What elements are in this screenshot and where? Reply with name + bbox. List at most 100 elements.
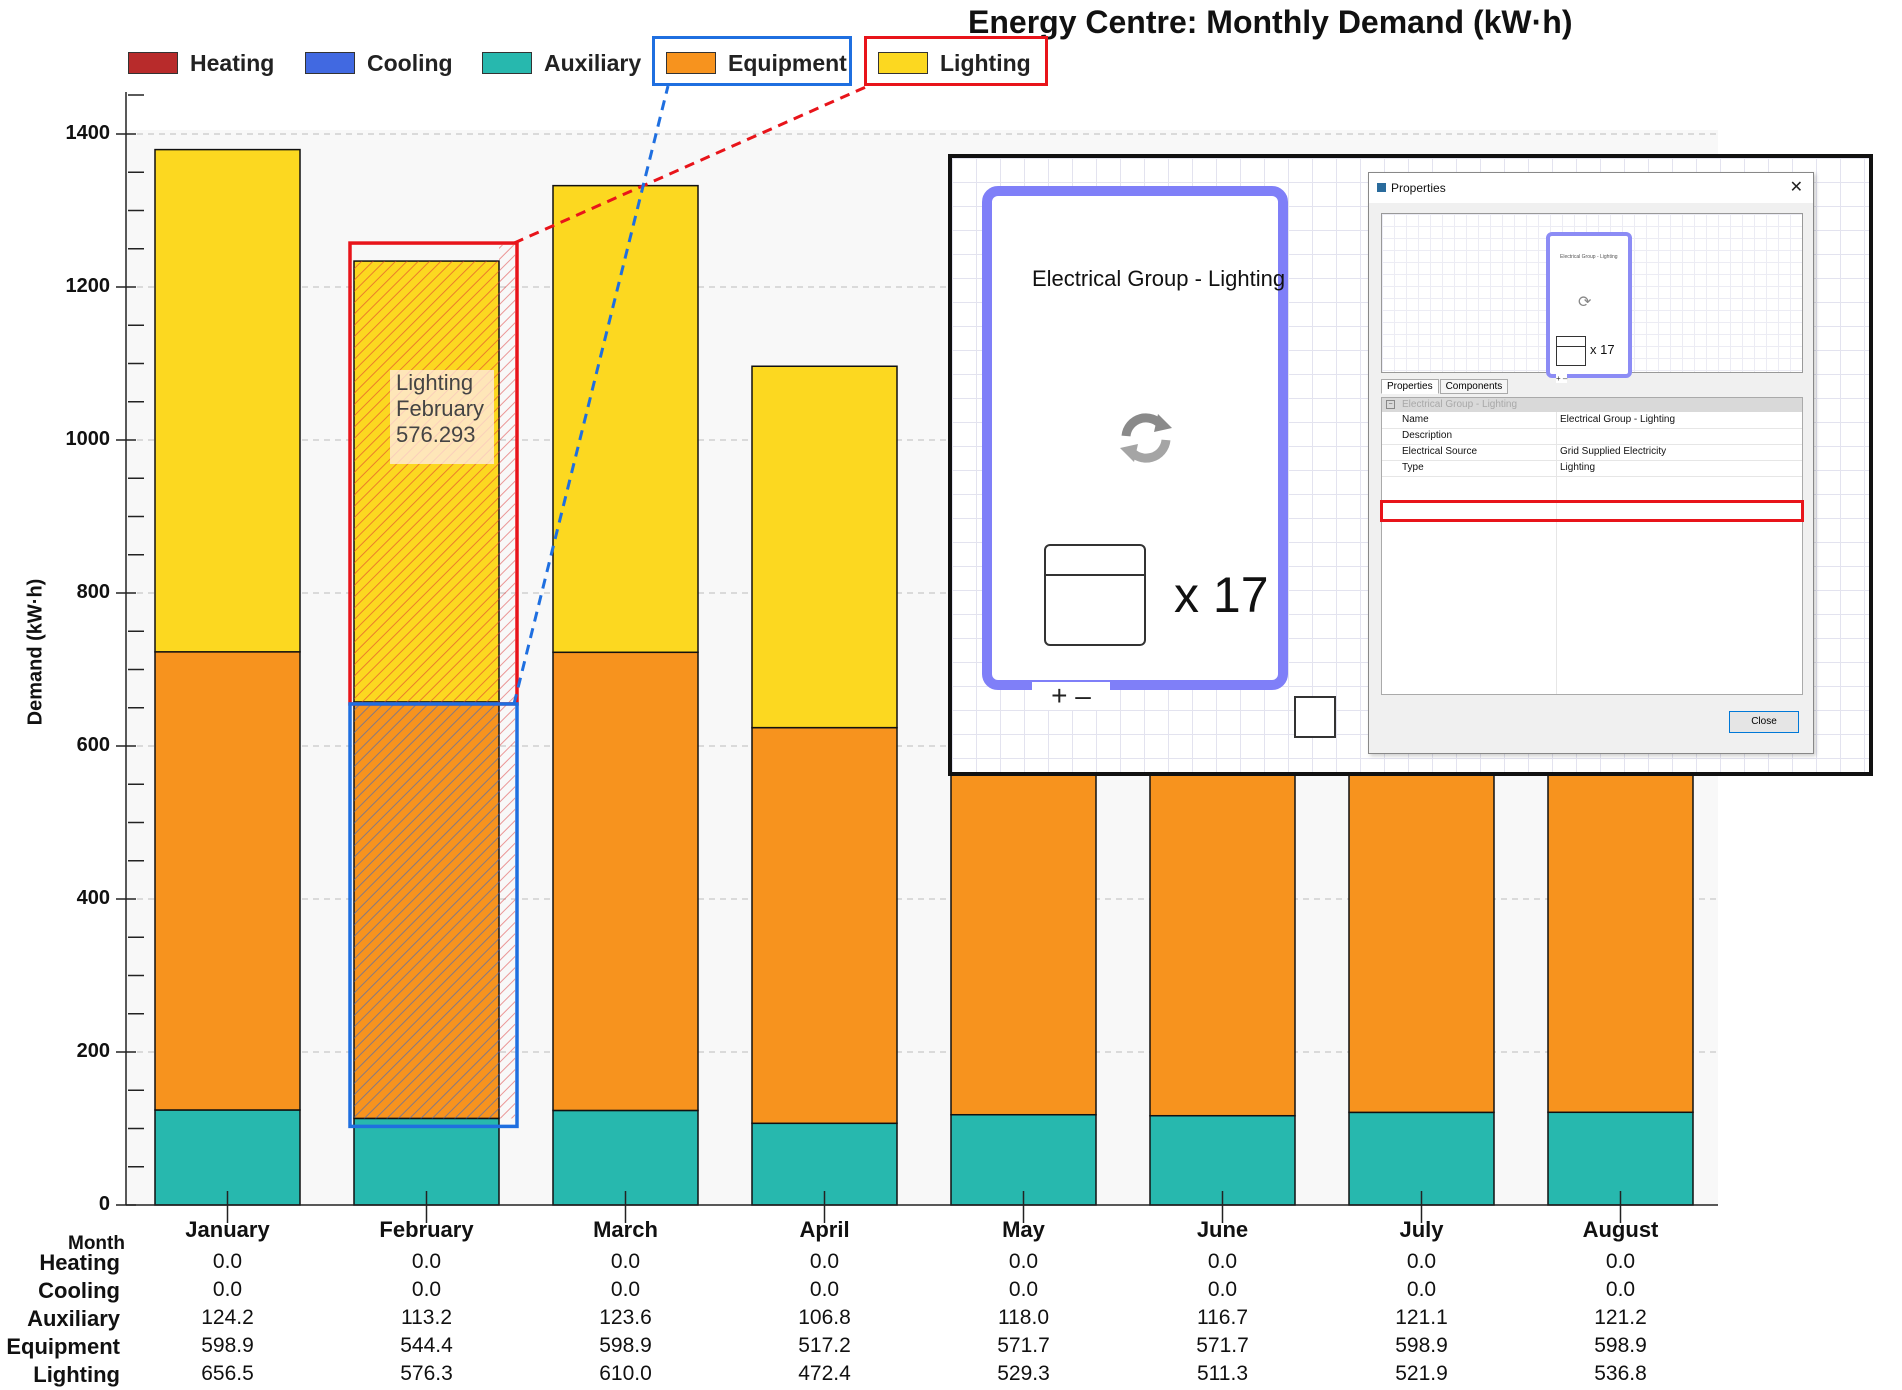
bar-segment <box>154 1109 301 1206</box>
property-grid: − Electrical Group - Lighting Name Elect… <box>1381 397 1803 695</box>
table-cell: 0.0 <box>1207 1250 1238 1273</box>
table-cell: 0.0 <box>1406 1278 1437 1301</box>
table-row-label: Auxiliary <box>27 1306 120 1331</box>
table-cell: 124.2 <box>201 1306 254 1329</box>
bar-segment <box>552 184 699 654</box>
table-cell: 0.0 <box>1008 1278 1039 1301</box>
property-row[interactable]: Description <box>1382 428 1802 445</box>
legend-label: Auxiliary <box>544 49 642 76</box>
table-row-label: Equipment <box>6 1334 120 1359</box>
node-title: Electrical Group - Lighting <box>1032 266 1286 291</box>
table-cell: 571.7 <box>997 1334 1050 1357</box>
x-tick-label: April <box>799 1217 850 1242</box>
y-tick-label: 0 <box>98 1193 110 1215</box>
table-cell: 0.0 <box>212 1278 243 1301</box>
mini-node: Electrical Group - Lighting ⟳ x 17 + – <box>1546 232 1632 383</box>
table-row-label: Lighting <box>33 1362 120 1387</box>
table-cell: 0.0 <box>809 1250 840 1273</box>
refresh-icon: ⟳ <box>1578 294 1592 311</box>
x-tick-label: August <box>1582 1217 1659 1242</box>
table-cell: 0.0 <box>411 1250 442 1273</box>
bar-segment <box>751 726 898 1125</box>
column-divider <box>1556 412 1557 694</box>
type-row-highlight <box>1380 500 1804 522</box>
table-cell: 121.2 <box>1594 1306 1647 1329</box>
legend-swatch <box>666 52 716 74</box>
table-cell: 0.0 <box>610 1278 641 1301</box>
equipment-legend-highlight <box>652 36 852 86</box>
dialog-tabs: Properties Components <box>1381 379 1509 397</box>
close-icon[interactable]: ✕ <box>1789 179 1803 196</box>
table-cell: 610.0 <box>599 1362 652 1385</box>
bar-segment <box>552 651 699 1112</box>
y-tick-label: 800 <box>76 581 110 603</box>
mini-node-title: Electrical Group - Lighting <box>1560 254 1618 260</box>
bar-tooltip: Lighting February 576.293 <box>390 370 494 464</box>
properties-dialog: Properties ✕ Electrical Group - Lighting… <box>1368 172 1814 754</box>
property-row[interactable]: Name Electrical Group - Lighting <box>1382 412 1802 429</box>
legend-item-heating[interactable]: Heating <box>128 40 274 86</box>
property-value: Electrical Group - Lighting <box>1560 414 1676 425</box>
electrical-group-node[interactable]: Electrical Group - Lighting x 17 + – <box>982 186 1288 710</box>
node-count: x 17 <box>1174 567 1269 623</box>
y-tick-label: 1000 <box>65 428 111 450</box>
expand-collapse-control[interactable]: + – <box>1032 682 1110 710</box>
legend-label: Cooling <box>367 49 453 76</box>
legend-item-cooling[interactable]: Cooling <box>305 40 453 86</box>
legend-item-equipment[interactable]: Equipment <box>666 40 847 86</box>
bar-segment <box>1348 1111 1495 1206</box>
chart-title: Energy Centre: Monthly Demand (kW·h) <box>968 4 1573 40</box>
table-cell: 0.0 <box>411 1278 442 1301</box>
property-key: Electrical Source <box>1402 446 1478 457</box>
bar-segment <box>751 365 898 729</box>
window-icon <box>1377 183 1386 192</box>
y-tick-label: 200 <box>76 1040 110 1062</box>
y-tick-label: 1400 <box>65 122 111 144</box>
x-tick-label: June <box>1196 1217 1249 1242</box>
legend-item-lighting[interactable]: Lighting <box>878 40 1031 86</box>
table-cell: 576.3 <box>400 1362 453 1385</box>
property-category[interactable]: − Electrical Group - Lighting <box>1382 398 1802 412</box>
table-cell: 521.9 <box>1395 1362 1448 1385</box>
legend-swatch <box>878 52 928 74</box>
table-cell: 0.0 <box>610 1250 641 1273</box>
collapse-icon[interactable]: − <box>1386 400 1395 409</box>
legend-item-auxiliary[interactable]: Auxiliary <box>482 40 641 86</box>
tab-properties[interactable]: Properties <box>1381 379 1439 394</box>
legend-label: Lighting <box>940 49 1031 76</box>
property-key: Name <box>1402 414 1429 425</box>
tab-components[interactable]: Components <box>1439 379 1509 394</box>
table-cell: 598.9 <box>1594 1334 1647 1357</box>
category-label: Electrical Group - Lighting <box>1402 399 1518 410</box>
property-row[interactable]: Electrical Source Grid Supplied Electric… <box>1382 444 1802 461</box>
highlight-overlays <box>348 241 519 1129</box>
x-tick-label: January <box>185 1217 270 1242</box>
table-row-label: Cooling <box>38 1278 120 1303</box>
table-cell: 598.9 <box>201 1334 254 1357</box>
table-cell: 656.5 <box>201 1362 254 1385</box>
table-cell: 113.2 <box>401 1306 452 1329</box>
legend-label: Equipment <box>728 49 847 76</box>
lighting-hatch <box>354 261 499 702</box>
refresh-icon <box>1120 413 1172 463</box>
inset-panel: Electrical Group - Lighting x 17 + – Pro… <box>948 154 1873 776</box>
table-cell: 123.6 <box>599 1306 652 1329</box>
connector-square[interactable] <box>1294 696 1336 738</box>
table-cell: 0.0 <box>1605 1250 1636 1273</box>
close-button[interactable]: Close <box>1729 711 1799 733</box>
bar-segment <box>950 1113 1097 1206</box>
equipment-hatch <box>354 701 499 1119</box>
property-value: Lighting <box>1560 462 1596 473</box>
property-row[interactable]: Type Lighting <box>1382 460 1802 477</box>
table-cell: 544.4 <box>400 1334 453 1357</box>
x-tick-label: May <box>1002 1217 1045 1242</box>
mini-expand-collapse: + – <box>1556 374 1568 383</box>
equipment-highlight-box <box>348 702 519 1129</box>
table-cell: 121.1 <box>1395 1306 1448 1329</box>
bar-segment <box>552 1109 699 1206</box>
legend-swatch <box>305 52 355 74</box>
table-cell: 598.9 <box>599 1334 652 1357</box>
dialog-titlebar: Properties ✕ <box>1369 173 1813 203</box>
table-cell: 571.7 <box>1196 1334 1249 1357</box>
tooltip-month: February <box>396 396 485 421</box>
